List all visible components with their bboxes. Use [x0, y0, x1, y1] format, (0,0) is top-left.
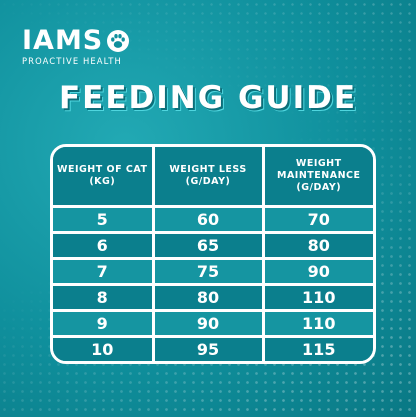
weight-maintenance-cell: 80	[263, 232, 373, 260]
header-weight-less: WEIGHT LESS (G/DAY)	[153, 147, 265, 208]
weight-less-cell: 90	[153, 310, 265, 338]
cat-weight-cell: 7	[53, 258, 155, 286]
weight-less-cell: 95	[153, 336, 265, 361]
cat-weight-cell: 9	[53, 310, 155, 338]
table-row: 10 95 115	[53, 336, 373, 361]
page-title: FEEDING GUIDE	[58, 80, 358, 116]
weight-maintenance-cell: 70	[263, 206, 373, 234]
header-weight-of-cat: WEIGHT OF CAT (KG)	[53, 147, 155, 208]
weight-less-cell: 65	[153, 232, 265, 260]
cat-weight-cell: 8	[53, 284, 155, 312]
weight-less-cell: 80	[153, 284, 265, 312]
weight-maintenance-cell: 115	[263, 336, 373, 361]
cat-weight-cell: 5	[53, 206, 155, 234]
cat-weight-cell: 6	[53, 232, 155, 260]
table-row: 5 60 70	[53, 206, 373, 234]
feeding-table-container: WEIGHT OF CAT (KG) WEIGHT LESS (G/DAY) W…	[50, 144, 376, 364]
weight-maintenance-cell: 110	[263, 310, 373, 338]
table-row: 7 75 90	[53, 258, 373, 286]
weight-maintenance-cell: 110	[263, 284, 373, 312]
cat-weight-cell: 10	[53, 336, 155, 361]
paw-icon	[107, 29, 130, 52]
feeding-table: WEIGHT OF CAT (KG) WEIGHT LESS (G/DAY) W…	[53, 147, 373, 361]
header-weight-maintenance: WEIGHT MAINTENANCE (G/DAY)	[263, 147, 373, 208]
brand-name: IAMS	[22, 25, 104, 56]
weight-less-cell: 60	[153, 206, 265, 234]
table-header-row: WEIGHT OF CAT (KG) WEIGHT LESS (G/DAY) W…	[53, 147, 373, 208]
weight-maintenance-cell: 90	[263, 258, 373, 286]
brand-tagline: PROACTIVE HEALTH	[22, 56, 122, 66]
table-row: 8 80 110	[53, 284, 373, 312]
weight-less-cell: 75	[153, 258, 265, 286]
table-row: 6 65 80	[53, 232, 373, 260]
brand-logo: IAMS PROACTIVE HEALTH	[22, 27, 130, 66]
table-row: 9 90 110	[53, 310, 373, 338]
